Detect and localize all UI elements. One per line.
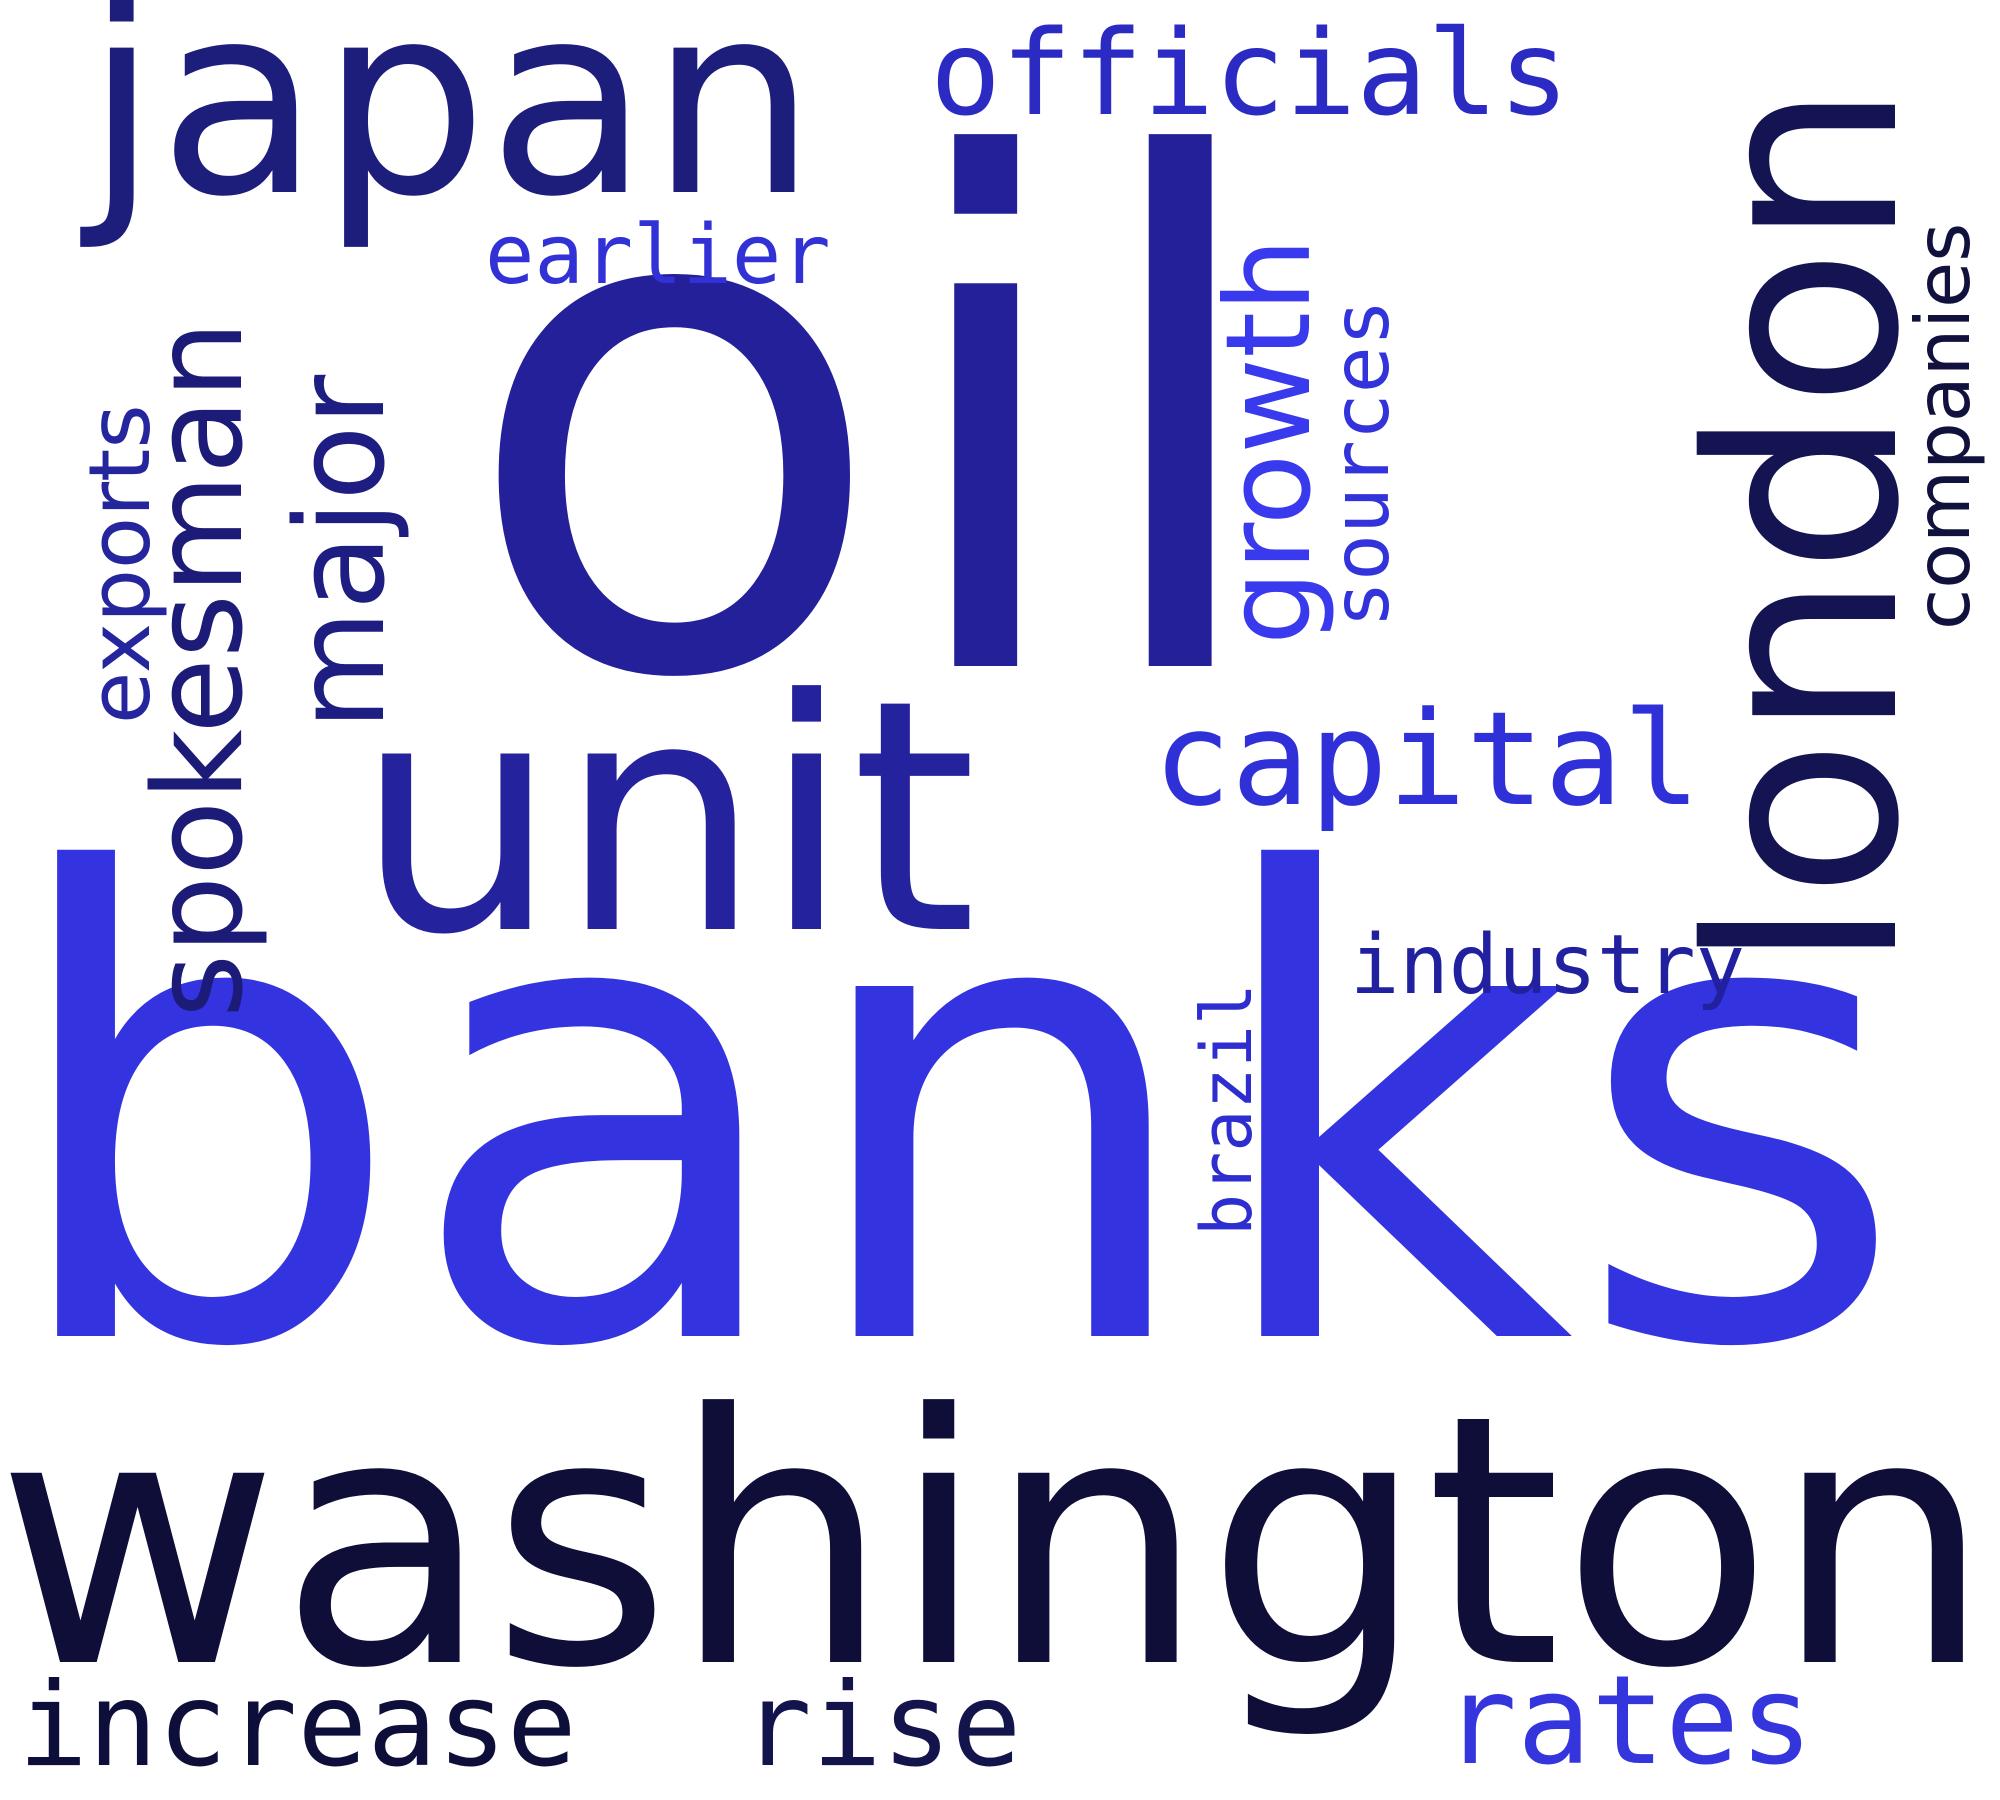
word-growth: growth (1200, 237, 1337, 645)
word-officials: officials (930, 4, 1570, 142)
word-earlier: earlier (485, 208, 831, 303)
word-major: major (270, 374, 413, 730)
word-japan: japan (85, 0, 817, 255)
word-capital: capital (1153, 683, 1701, 835)
word-increase: increase (18, 1658, 577, 1793)
word-companies: companies (1899, 222, 1987, 630)
word-oil: oil (460, 17, 1278, 832)
word-brazil: brazil (1186, 983, 1268, 1236)
word-rates: rates (1443, 1650, 1814, 1793)
word-washington: washington (0, 1341, 1993, 1744)
word-industry: industry (1350, 918, 1745, 1013)
word-unit: unit (355, 631, 977, 1005)
word-rise: rise (742, 1658, 1022, 1793)
word-banks: banks (0, 742, 1908, 1487)
word-london: london (1653, 82, 1957, 971)
word-exports: exports (71, 404, 170, 724)
word-sources: sources (1317, 299, 1407, 628)
